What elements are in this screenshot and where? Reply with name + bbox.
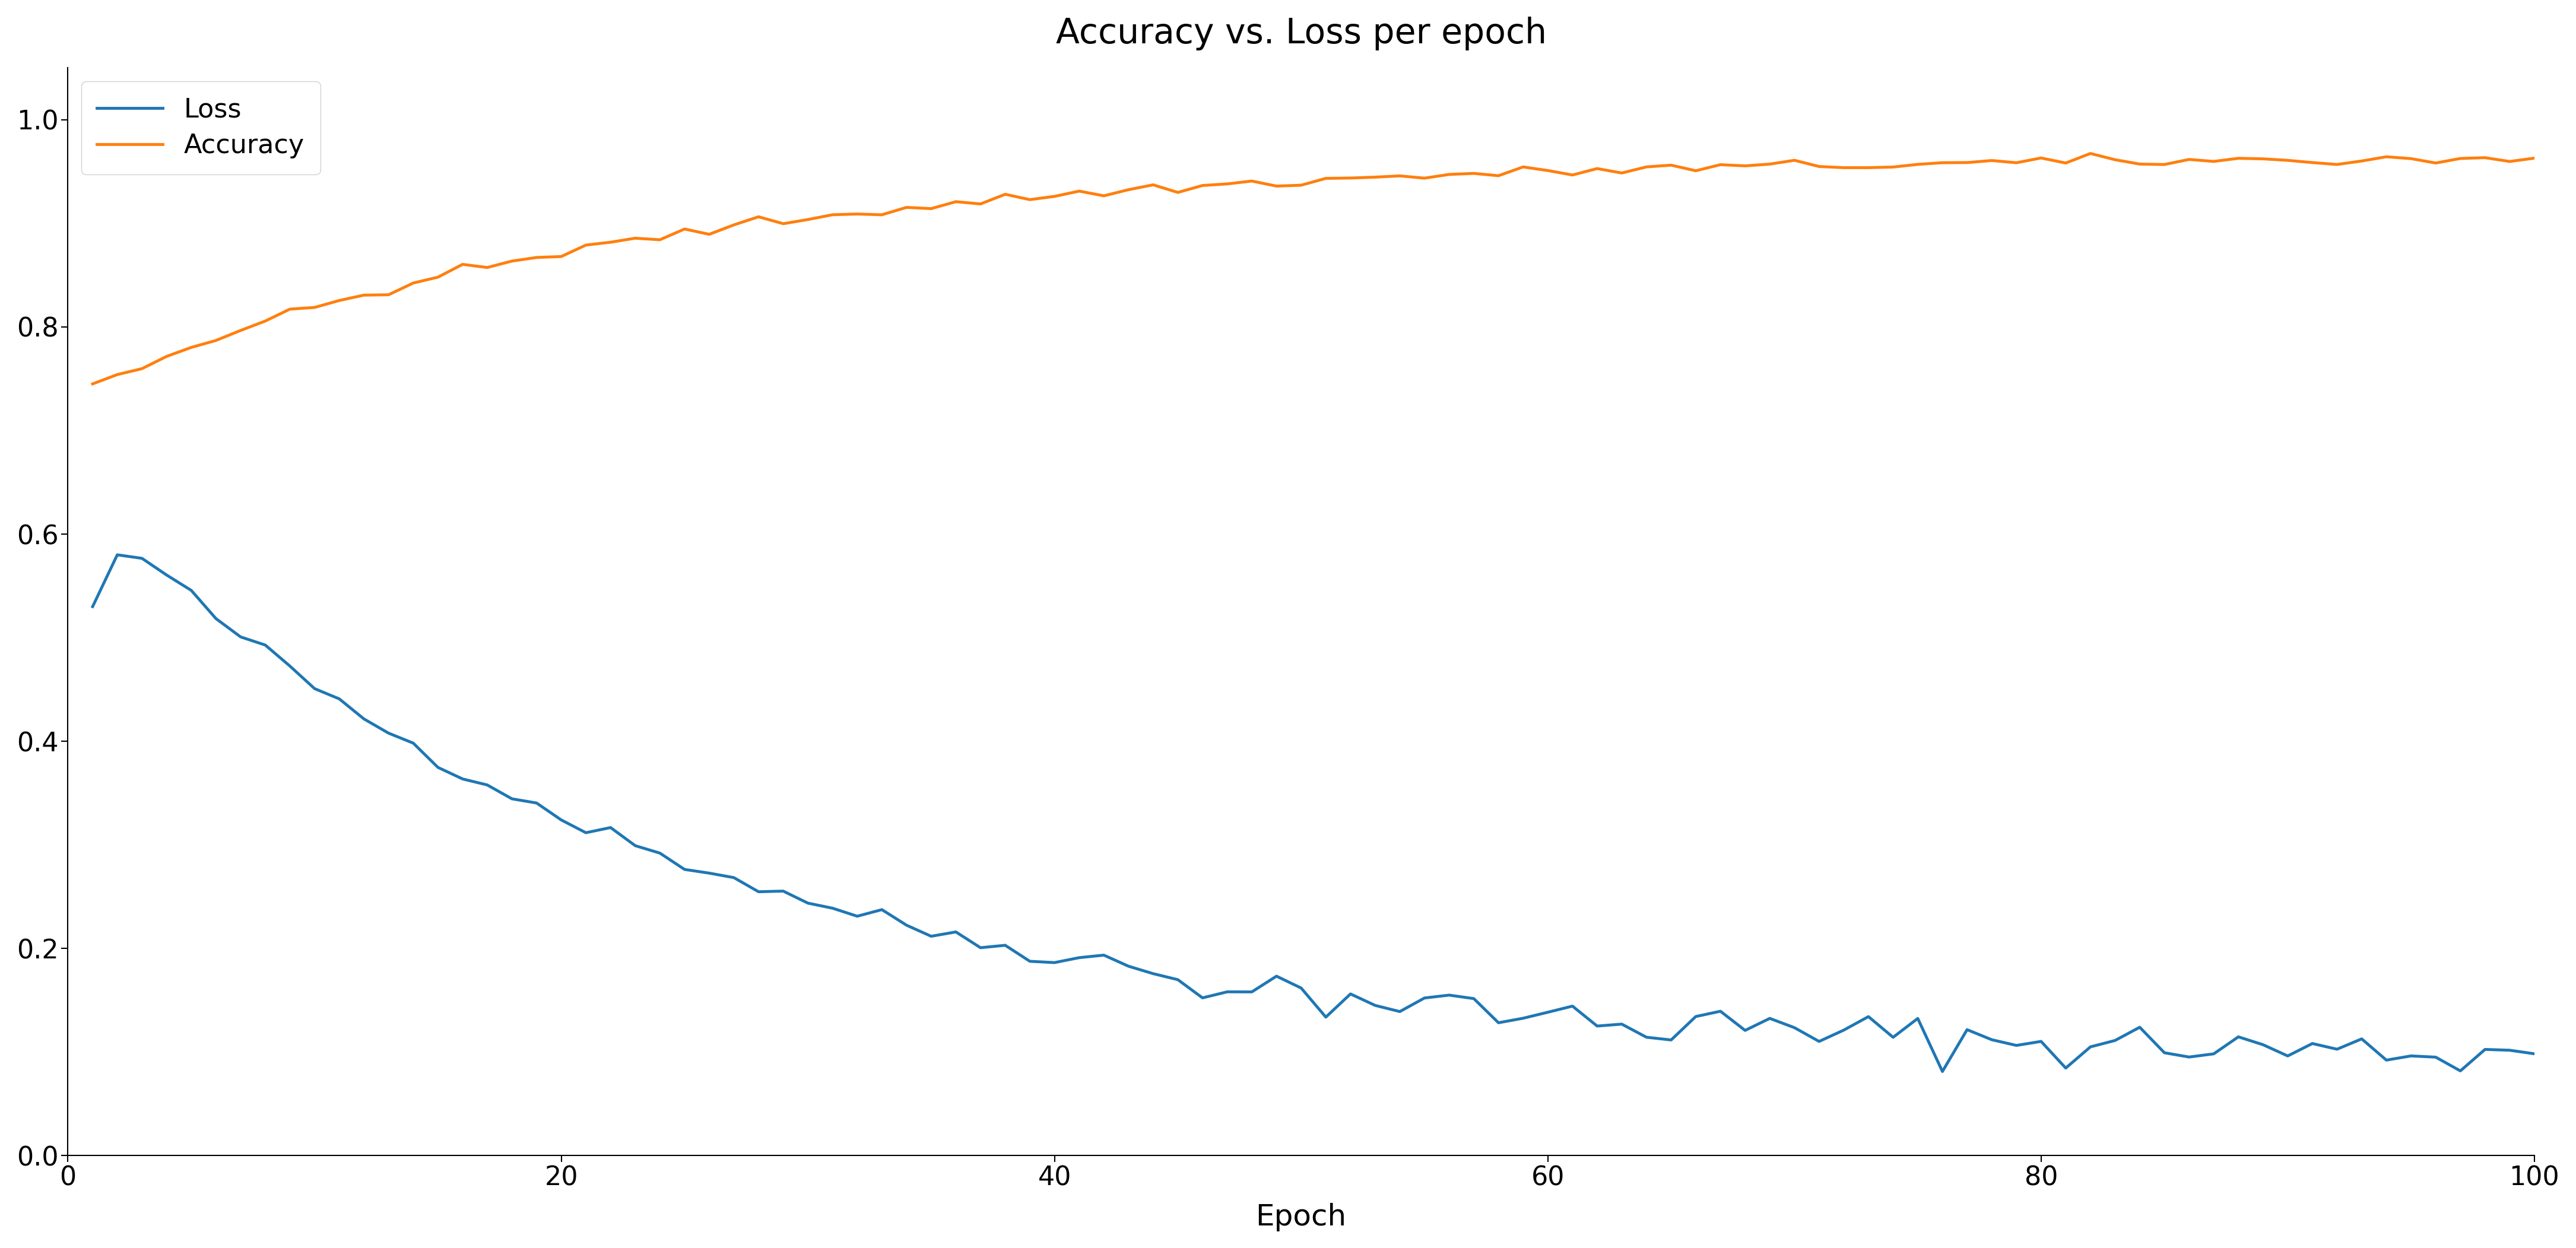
Accuracy bbox=[2519, 151, 2550, 166]
Loss bbox=[2445, 1063, 2476, 1078]
Accuracy bbox=[2074, 146, 2105, 161]
Loss bbox=[77, 599, 108, 614]
Accuracy bbox=[546, 250, 577, 265]
Loss bbox=[103, 548, 134, 563]
Loss bbox=[1927, 1065, 1958, 1080]
Loss bbox=[2370, 1052, 2401, 1067]
Accuracy bbox=[2421, 156, 2452, 171]
Accuracy bbox=[1533, 163, 1564, 178]
Line: Accuracy: Accuracy bbox=[93, 154, 2535, 384]
X-axis label: Epoch: Epoch bbox=[1255, 1203, 1347, 1232]
Title: Accuracy vs. Loss per epoch: Accuracy vs. Loss per epoch bbox=[1056, 16, 1546, 50]
Accuracy bbox=[644, 232, 675, 247]
Accuracy bbox=[2347, 154, 2378, 168]
Loss bbox=[569, 825, 600, 840]
Line: Loss: Loss bbox=[93, 555, 2535, 1072]
Accuracy bbox=[1334, 171, 1365, 186]
Loss bbox=[1360, 998, 1391, 1013]
Legend: Loss, Accuracy: Loss, Accuracy bbox=[82, 81, 319, 175]
Loss bbox=[1556, 998, 1587, 1013]
Accuracy bbox=[77, 377, 108, 392]
Loss bbox=[2519, 1046, 2550, 1061]
Loss bbox=[670, 862, 701, 877]
